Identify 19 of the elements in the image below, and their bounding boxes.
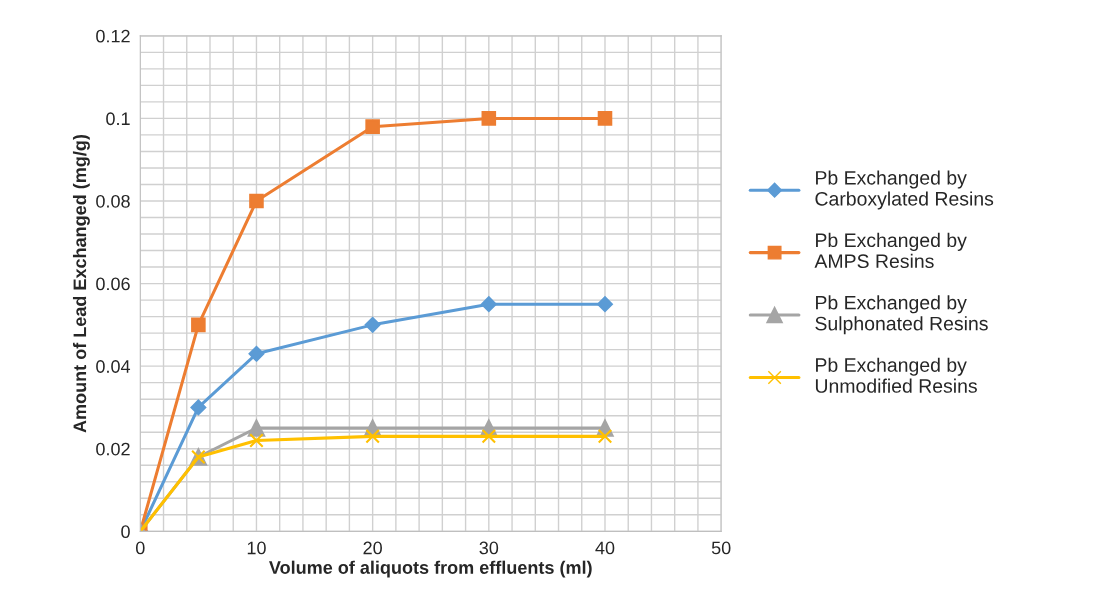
legend-label: Pb Exchanged by AMPS Resins xyxy=(814,232,967,269)
x-tick-label: 0 xyxy=(135,541,145,555)
x-tick-label: 40 xyxy=(595,541,615,555)
legend-label: Pb Exchanged by Sulphonated Resins xyxy=(815,295,988,335)
x-axis-title: Volume of aliquots from effluents (ml) xyxy=(269,560,592,578)
x-tick-label: 50 xyxy=(711,541,731,555)
legend-label: Pb Exchanged by Carboxylated Resins xyxy=(815,170,994,210)
y-tick-label: 0.04 xyxy=(96,360,131,373)
x-tick-label: 30 xyxy=(479,541,499,555)
y-tick-label: 0.08 xyxy=(96,194,130,208)
y-axis-title: Amount of Lead Exchanged (mg/g) xyxy=(72,135,90,433)
legend-label: Pb Exchanged by Unmodified Resins xyxy=(815,357,977,393)
y-tick-label: 0.06 xyxy=(96,277,130,291)
y-tick-label: 0.1 xyxy=(106,112,130,126)
x-tick-label: 20 xyxy=(363,541,382,555)
y-tick-label: 0.02 xyxy=(96,442,130,456)
y-tick-label: 0 xyxy=(121,525,130,539)
x-tick-label: 10 xyxy=(247,541,266,555)
y-tick-label: 0.12 xyxy=(96,29,130,43)
